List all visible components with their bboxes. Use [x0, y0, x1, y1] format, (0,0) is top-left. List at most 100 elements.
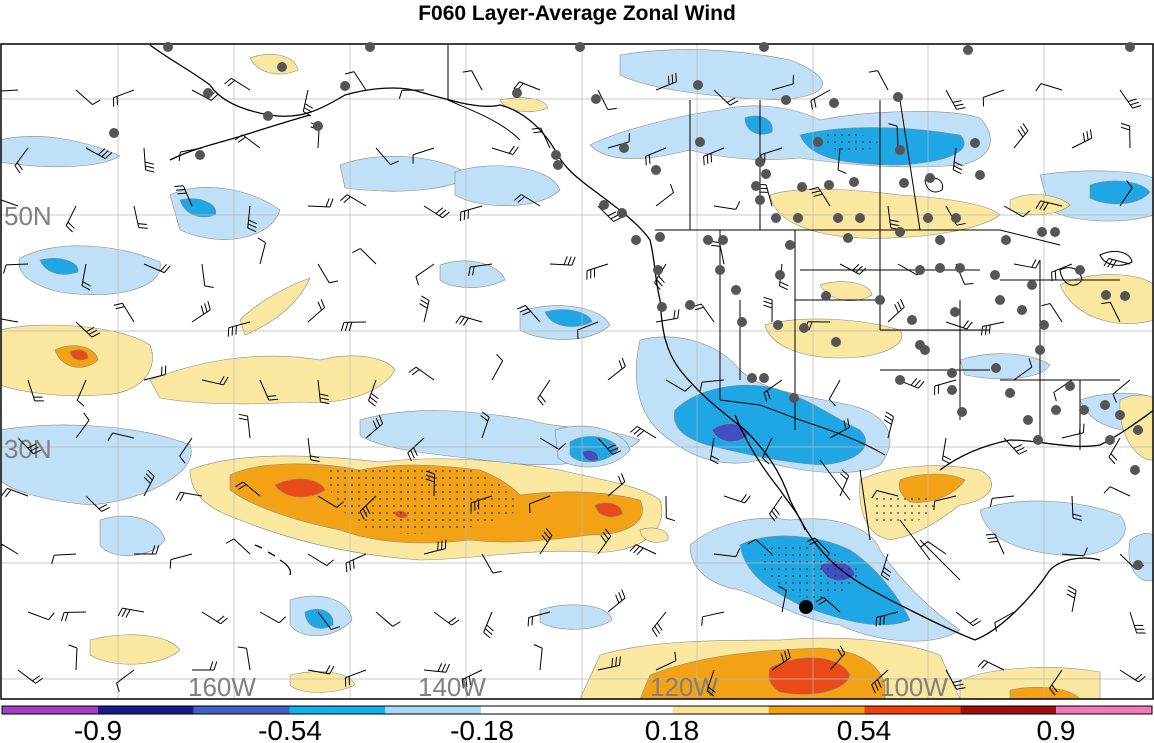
wind-barb — [307, 553, 334, 567]
wind-barb — [630, 425, 657, 439]
station-dot — [512, 88, 522, 98]
station-dot — [895, 375, 905, 385]
blue-region — [673, 384, 866, 466]
station-dot — [737, 317, 747, 327]
light-blue-region — [959, 353, 1051, 380]
station-dot — [1101, 290, 1111, 300]
wind-barb — [868, 70, 889, 91]
wind-barb — [713, 201, 741, 210]
colorbar-swatch — [768, 706, 865, 714]
wind-barb — [952, 147, 963, 175]
station-dot — [1115, 410, 1125, 420]
station-dot — [755, 195, 765, 205]
stippling — [329, 133, 935, 599]
wind-barb — [655, 309, 680, 323]
station-dot — [599, 200, 609, 210]
wind-barb — [1108, 437, 1121, 465]
map-title: F060 Layer-Average Zonal Wind — [418, 2, 736, 25]
station-dot — [970, 138, 980, 148]
wind-barb — [955, 611, 981, 627]
station-dot — [1027, 280, 1037, 290]
station-dot — [653, 265, 663, 275]
wind-barb — [945, 320, 973, 330]
wind-barb — [1071, 495, 1082, 521]
wind-barb — [174, 185, 193, 207]
station-dot — [1075, 265, 1085, 275]
wind-barb — [829, 418, 850, 439]
wind-barb — [763, 296, 773, 323]
station-dot — [821, 291, 831, 301]
station-dot — [947, 385, 957, 395]
colorbar-swatch — [481, 706, 577, 714]
red-region — [594, 502, 623, 517]
station-dot — [1035, 345, 1045, 355]
wind-barb — [459, 205, 483, 221]
lon-label-140w: 140W — [418, 672, 486, 702]
wind-barb — [837, 147, 847, 174]
wind-barb — [75, 412, 90, 439]
wind-barb — [597, 89, 617, 111]
wind-barb — [607, 473, 626, 497]
mexico-internal-borders — [819, 459, 961, 581]
wind-barb — [1, 199, 19, 207]
wind-barb — [175, 491, 203, 502]
colorbar-swatch — [97, 706, 194, 714]
wind-barb — [1, 318, 19, 323]
wind-barb — [828, 379, 841, 407]
wind-barb — [713, 548, 741, 558]
wind-barb — [549, 256, 576, 266]
wind-barb — [415, 263, 435, 286]
wind-barb — [769, 495, 783, 522]
wind-barb — [771, 648, 791, 671]
wind-barb — [762, 437, 773, 465]
station-dot — [895, 145, 905, 155]
station-dot — [657, 302, 667, 312]
wind-barb — [345, 553, 367, 573]
station-dot — [955, 263, 965, 273]
wind-barb — [365, 415, 384, 439]
wind-barb — [247, 205, 257, 232]
wind-barb — [945, 669, 966, 690]
wind-barb — [1120, 122, 1131, 149]
wind-barb — [143, 469, 155, 497]
dark-blue-region — [711, 423, 749, 442]
station-dot — [1130, 465, 1140, 475]
wind-barb — [665, 495, 676, 522]
wind-barb — [375, 611, 401, 627]
wind-barb — [607, 589, 626, 613]
aleutian-chain — [169, 114, 311, 161]
wind-barb — [201, 263, 214, 289]
wind-barb — [645, 147, 667, 166]
wind-barb — [85, 147, 113, 159]
light-blue-region — [454, 165, 561, 206]
wind-barb — [1013, 259, 1041, 269]
wind-barb — [989, 495, 1015, 508]
wind-barb — [655, 183, 674, 207]
station-dot — [855, 213, 865, 223]
wind-barb — [701, 611, 725, 626]
wind-barb — [227, 321, 251, 337]
wind-barb — [133, 205, 148, 229]
us-state-borders — [719, 230, 1120, 450]
alaska-coast — [149, 44, 976, 641]
station-markers — [109, 42, 1143, 614]
wind-barb — [375, 147, 399, 166]
wind-barb — [533, 644, 543, 671]
highlight-station-dot — [799, 600, 813, 614]
wind-barb — [810, 89, 831, 110]
station-dot — [619, 143, 629, 153]
wind-barb — [169, 553, 193, 569]
station-dot — [751, 181, 761, 191]
lon-label-120w: 120W — [650, 672, 718, 702]
station-dot — [263, 111, 273, 121]
wind-barb — [423, 205, 450, 219]
colorbar-swatch — [289, 706, 386, 714]
station-dot — [695, 137, 705, 147]
wind-barb — [143, 147, 155, 173]
wind-barb — [1119, 669, 1146, 683]
wind-barb — [527, 611, 551, 627]
wind-barb — [586, 263, 609, 280]
wind-barb — [1119, 89, 1142, 109]
station-dot — [1039, 320, 1049, 330]
wind-barb — [307, 665, 335, 675]
